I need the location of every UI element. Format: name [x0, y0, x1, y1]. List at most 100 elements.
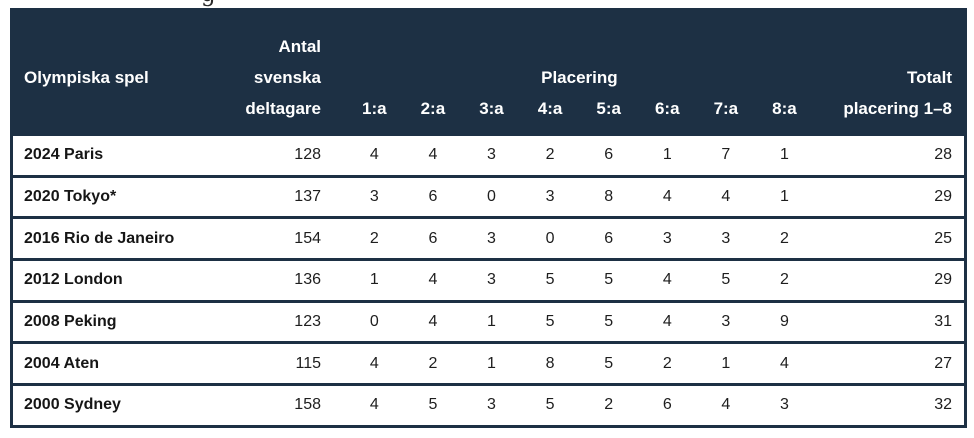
cell-games: 2000 Sydney: [24, 396, 121, 414]
cell-participants: 115: [295, 354, 321, 372]
cell-place-7: 3: [721, 229, 731, 247]
place-column-headers: 1:a 2:a 3:a 4:a 5:a 6:a 7:a 8:a: [345, 93, 814, 124]
col-header-place-1: 1:a: [362, 99, 387, 118]
cell-place-7: 5: [721, 271, 731, 289]
col-header-place-4: 4:a: [537, 99, 563, 118]
col-header-antal-svenska-deltagare: Antal svenska deltagare: [235, 31, 345, 133]
cell-place-4: 8: [545, 354, 555, 372]
table-row: 2012 London 136 1 4 3 5 5 4 5 2 29: [13, 258, 964, 300]
cell-place-6: 1: [662, 146, 672, 164]
cell-place-2: 6: [428, 229, 438, 247]
cell-total: 32: [934, 396, 952, 414]
cell-place-2: 4: [428, 271, 438, 289]
cell-total: 27: [934, 354, 952, 372]
total-header-line-2: placering 1–8: [843, 99, 952, 118]
cell-place-6: 3: [662, 229, 672, 247]
cell-place-3: 3: [487, 271, 496, 289]
participants-header-line-3: deltagare: [245, 99, 321, 118]
cell-games: 2004 Aten: [24, 354, 99, 372]
cell-total: 25: [934, 229, 952, 247]
cell-participants: 128: [294, 146, 321, 164]
table-row: 2016 Rio de Janeiro 154 2 6 3 0 6 3 3 2 25: [13, 216, 964, 259]
cell-place-5: 6: [604, 229, 614, 247]
total-header-line-1: Totalt: [906, 68, 952, 87]
col-header-olympiska-spel: Olympiska spel: [13, 62, 235, 133]
col-header-place-7: 7:a: [713, 99, 739, 118]
table-row: 2024 Paris 128 4 4 3 2 6 1 7 1 28: [13, 133, 964, 175]
cell-place-5: 5: [604, 354, 614, 372]
col-header-totalt-placering: Totalt placering 1–8: [814, 62, 964, 133]
cell-place-3: 1: [487, 313, 496, 331]
cell-place-6: 4: [662, 271, 672, 289]
cell-place-4: 5: [545, 313, 555, 331]
cell-participants: 158: [294, 396, 321, 414]
table-header-row: Olympiska spel Antal svenska deltagare P…: [13, 11, 964, 133]
placering-group-label: Placering: [541, 68, 618, 87]
participants-header-line-1: Antal: [278, 37, 322, 56]
cell-place-1: 4: [369, 354, 379, 372]
participants-header-line-2: svenska: [253, 68, 321, 87]
cell-place-8: 3: [780, 396, 789, 414]
cell-place-8: 2: [780, 229, 789, 247]
cell-place-1: 4: [369, 396, 379, 414]
cell-total: 28: [934, 146, 952, 164]
col-header-olympiska-spel-label: Olympiska spel: [24, 68, 149, 87]
cell-place-1: 4: [369, 146, 379, 164]
cell-place-1: 1: [369, 271, 379, 289]
cell-place-5: 8: [604, 188, 614, 206]
col-header-place-2: 2:a: [420, 99, 446, 118]
cell-place-2: 4: [428, 146, 438, 164]
olympics-results-table: Olympiska spel Antal svenska deltagare P…: [10, 8, 967, 428]
cell-place-6: 4: [662, 188, 672, 206]
cell-participants: 136: [294, 271, 321, 289]
cell-place-2: 2: [428, 354, 438, 372]
cell-place-1: 0: [369, 313, 379, 331]
cell-place-5: 5: [604, 313, 614, 331]
cell-games: 2016 Rio de Janeiro: [24, 229, 175, 247]
cell-place-4: 5: [545, 271, 555, 289]
cell-place-8: 9: [780, 313, 789, 331]
cell-place-4: 2: [545, 146, 555, 164]
cell-place-4: 0: [545, 229, 555, 247]
cell-place-4: 3: [545, 188, 555, 206]
cell-place-3: 3: [487, 229, 496, 247]
cell-place-2: 6: [428, 188, 438, 206]
cell-place-6: 4: [662, 313, 672, 331]
cell-total: 31: [934, 313, 952, 331]
col-header-placering-group: Placering 1:a 2:a 3:a 4:a 5:a 6:a 7:a 8:a: [345, 62, 814, 133]
cell-place-3: 1: [487, 354, 496, 372]
cell-place-2: 5: [428, 396, 438, 414]
cell-place-5: 5: [604, 271, 614, 289]
table-row: 2020 Tokyo* 137 3 6 0 3 8 4 4 1 29: [13, 174, 964, 217]
clipped-heading-fragment: g: [201, 0, 216, 6]
table-row: 2004 Aten 115 4 2 1 8 5 2 1 4 27: [13, 341, 964, 384]
cell-total: 29: [934, 188, 952, 206]
cell-place-8: 1: [780, 146, 789, 164]
cell-place-1: 3: [369, 188, 379, 206]
col-header-place-3: 3:a: [479, 99, 504, 118]
cell-place-8: 2: [780, 271, 789, 289]
cell-place-3: 3: [487, 396, 496, 414]
cell-games: 2012 London: [24, 271, 123, 289]
cell-total: 29: [934, 271, 952, 289]
cell-place-6: 6: [662, 396, 672, 414]
cell-place-1: 2: [369, 229, 379, 247]
cell-place-7: 3: [721, 313, 731, 331]
col-header-place-5: 5:a: [596, 99, 621, 118]
cell-place-7: 7: [721, 146, 731, 164]
cell-games: 2024 Paris: [24, 146, 104, 164]
cell-place-8: 4: [780, 354, 789, 372]
cell-games: 2008 Peking: [24, 313, 117, 331]
cell-place-5: 6: [604, 146, 614, 164]
col-header-place-8: 8:a: [772, 99, 797, 118]
cell-place-7: 1: [721, 354, 731, 372]
cell-place-3: 0: [487, 188, 496, 206]
table-row: 2008 Peking 123 0 4 1 5 5 4 3 9 31: [13, 299, 964, 342]
cell-place-5: 2: [604, 396, 614, 414]
table-body: 2024 Paris 128 4 4 3 2 6 1 7 1 28 2020 Tokyo* 137 3 6 0…: [13, 133, 964, 425]
cell-place-2: 4: [428, 313, 438, 331]
cell-place-8: 1: [780, 188, 789, 206]
cell-participants: 123: [294, 313, 321, 331]
table-row: 2000 Sydney 158 4 5 3 5 2 6 4 3 32: [13, 383, 964, 425]
